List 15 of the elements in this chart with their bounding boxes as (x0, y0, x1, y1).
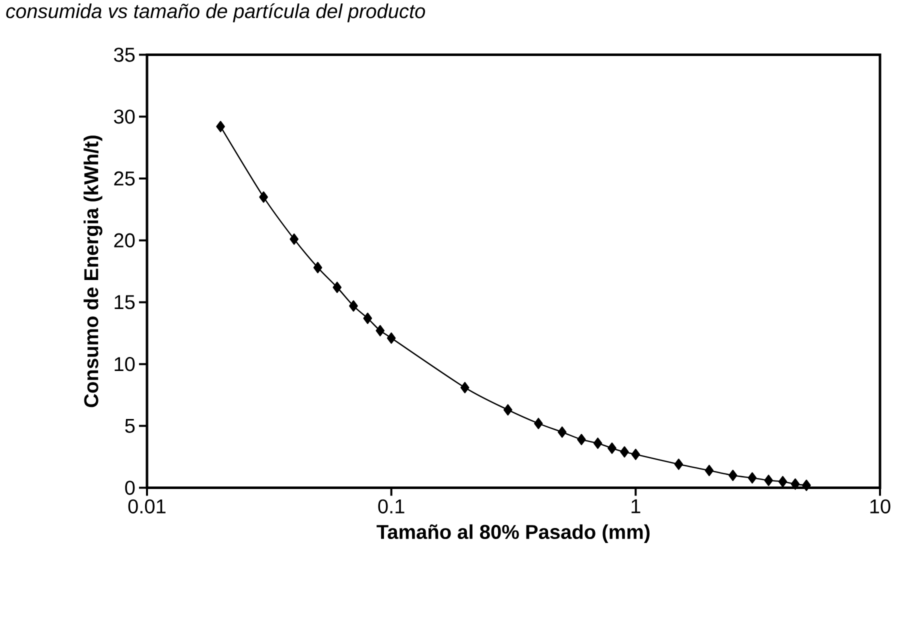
x-axis-title: Tamaño al 80% Pasado (mm) (376, 524, 650, 544)
x-tick-label: 0.01 (128, 499, 166, 514)
y-tick-label: 25 (114, 172, 135, 186)
x-tick-label: 0.1 (378, 499, 404, 514)
y-tick-label: 10 (114, 357, 135, 372)
y-axis-title: Consumo de Energia (kWh/t) (84, 136, 102, 408)
chart-title: consumida vs tamaño de partícula del producto (6, 3, 426, 22)
y-tick-label: 15 (114, 295, 135, 310)
y-tick-label: 20 (114, 233, 135, 248)
x-tick-label: 10 (870, 499, 890, 514)
y-tick-label: 5 (125, 419, 135, 434)
y-tick-label: 30 (114, 110, 135, 124)
y-tick-label: 0 (125, 480, 135, 495)
x-tick-label: 1 (632, 499, 640, 514)
y-tick-label: 35 (114, 48, 135, 62)
